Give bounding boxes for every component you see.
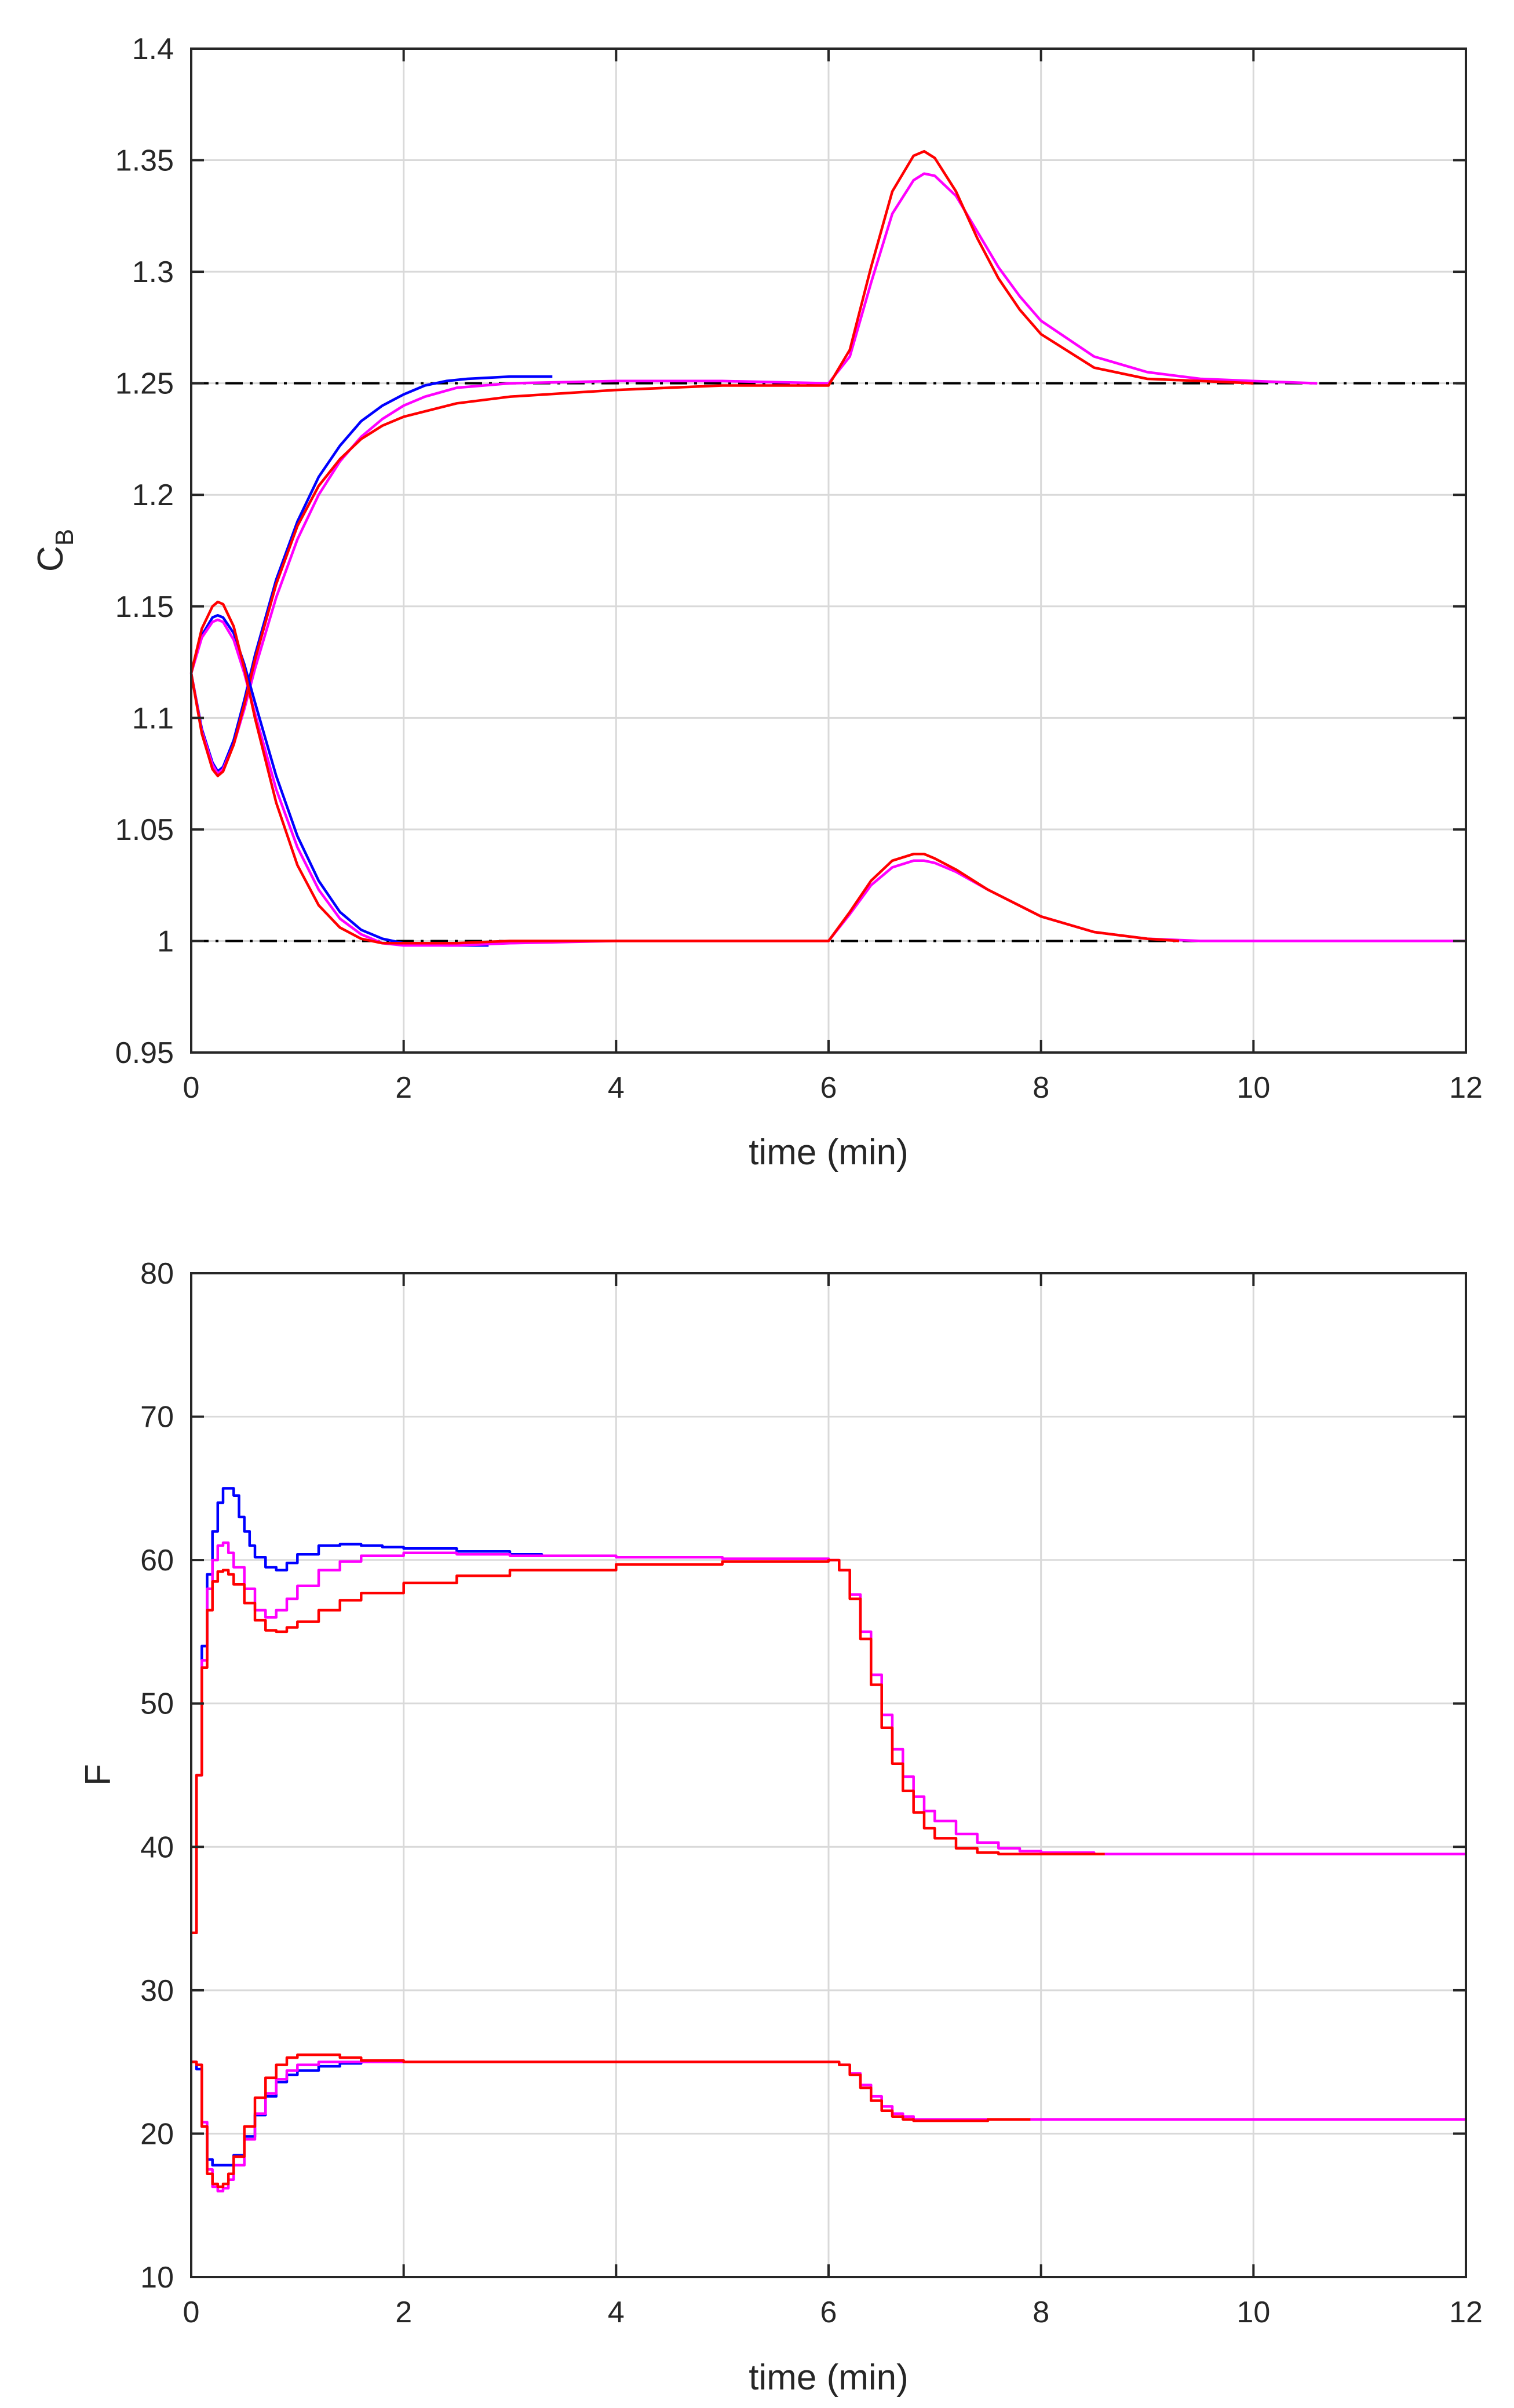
cb-ytick-label: 1.05: [115, 813, 174, 847]
f-xtick-label: 8: [1033, 2296, 1049, 2329]
f-xtick-label: 12: [1449, 2296, 1483, 2329]
f-xtick-label: 2: [395, 2296, 412, 2329]
f-xtick-label: 4: [608, 2296, 625, 2329]
f-ticks: 0 2 4 6 8 10 12 10 20 30 40 50 60 70 80: [140, 1257, 1483, 2329]
f-gridlines: [191, 1273, 1466, 2277]
cb-ytick-label: 1.15: [115, 590, 174, 624]
f-xtick-label: 0: [183, 2296, 200, 2329]
cb-xtick-label: 2: [395, 1071, 412, 1105]
cb-ytick-label: 1.35: [115, 144, 174, 178]
cb-chart: 0 2 4 6 8 10 12 0.95 1 1.05 1.1 1.15 1.2 1.25 1.3 1.35 1…: [31, 32, 1483, 1172]
cb-ytick-label: 1.25: [115, 367, 174, 401]
cb-xtick-label: 8: [1033, 1071, 1049, 1105]
cb-series-blue-lower: [189, 613, 489, 947]
cb-ytick-label: 1: [157, 925, 174, 958]
f-series-group: [191, 1487, 1466, 2193]
cb-ytick-label: 1.3: [132, 255, 174, 289]
f-chart: 0 2 4 6 8 10 12 10 20 30 40 50 60 70 80 time (min) F: [78, 1257, 1483, 2398]
f-ylabel: F: [78, 1764, 118, 1786]
cb-series-red-upper: [189, 149, 1254, 777]
f-series-magenta-lower: [191, 2060, 1466, 2193]
cb-xtick-label: 6: [820, 1071, 837, 1105]
cb-ytick-label: 0.95: [115, 1036, 174, 1070]
f-ytick-label: 30: [140, 1974, 174, 2008]
f-ytick-label: 10: [140, 2261, 174, 2294]
f-xlabel: time (min): [749, 2358, 909, 2398]
cb-ylabel-main: C: [31, 546, 71, 572]
cb-ticks: 0 2 4 6 8 10 12 0.95 1 1.05 1.1 1.15 1.2 1.25 1.3 1.35 1…: [115, 32, 1483, 1105]
cb-series-red-lower: [189, 600, 1180, 945]
f-ytick-label: 60: [140, 1544, 174, 1577]
cb-ylabel: CB: [31, 529, 79, 572]
f-xtick-label: 6: [820, 2296, 837, 2329]
cb-series-blue-upper: [189, 375, 553, 773]
cb-ytick-label: 1.2: [132, 478, 174, 512]
cb-ylabel-subscript: B: [50, 529, 79, 546]
f-series-red-lower: [191, 2053, 1031, 2188]
f-ytick-label: 70: [140, 1401, 174, 1434]
cb-ytick-label: 1.4: [132, 32, 174, 66]
cb-xtick-label: 0: [183, 1071, 200, 1105]
f-xtick-label: 10: [1236, 2296, 1270, 2329]
cb-xtick-label: 10: [1236, 1071, 1270, 1105]
f-ytick-label: 80: [140, 1257, 174, 1291]
f-series-red-upper: [191, 1558, 1105, 1935]
f-ytick-label: 20: [140, 2117, 174, 2151]
cb-xlabel: time (min): [749, 1132, 909, 1172]
f-ytick-label: 40: [140, 1830, 174, 1864]
f-series-magenta-upper: [191, 1541, 1466, 1935]
cb-xtick-label: 12: [1449, 1071, 1483, 1105]
cb-ytick-label: 1.1: [132, 701, 174, 735]
f-series-blue-upper: [191, 1487, 543, 1935]
f-ytick-label: 50: [140, 1687, 174, 1721]
cb-xtick-label: 4: [608, 1071, 625, 1105]
cb-series-group: [189, 149, 1466, 947]
